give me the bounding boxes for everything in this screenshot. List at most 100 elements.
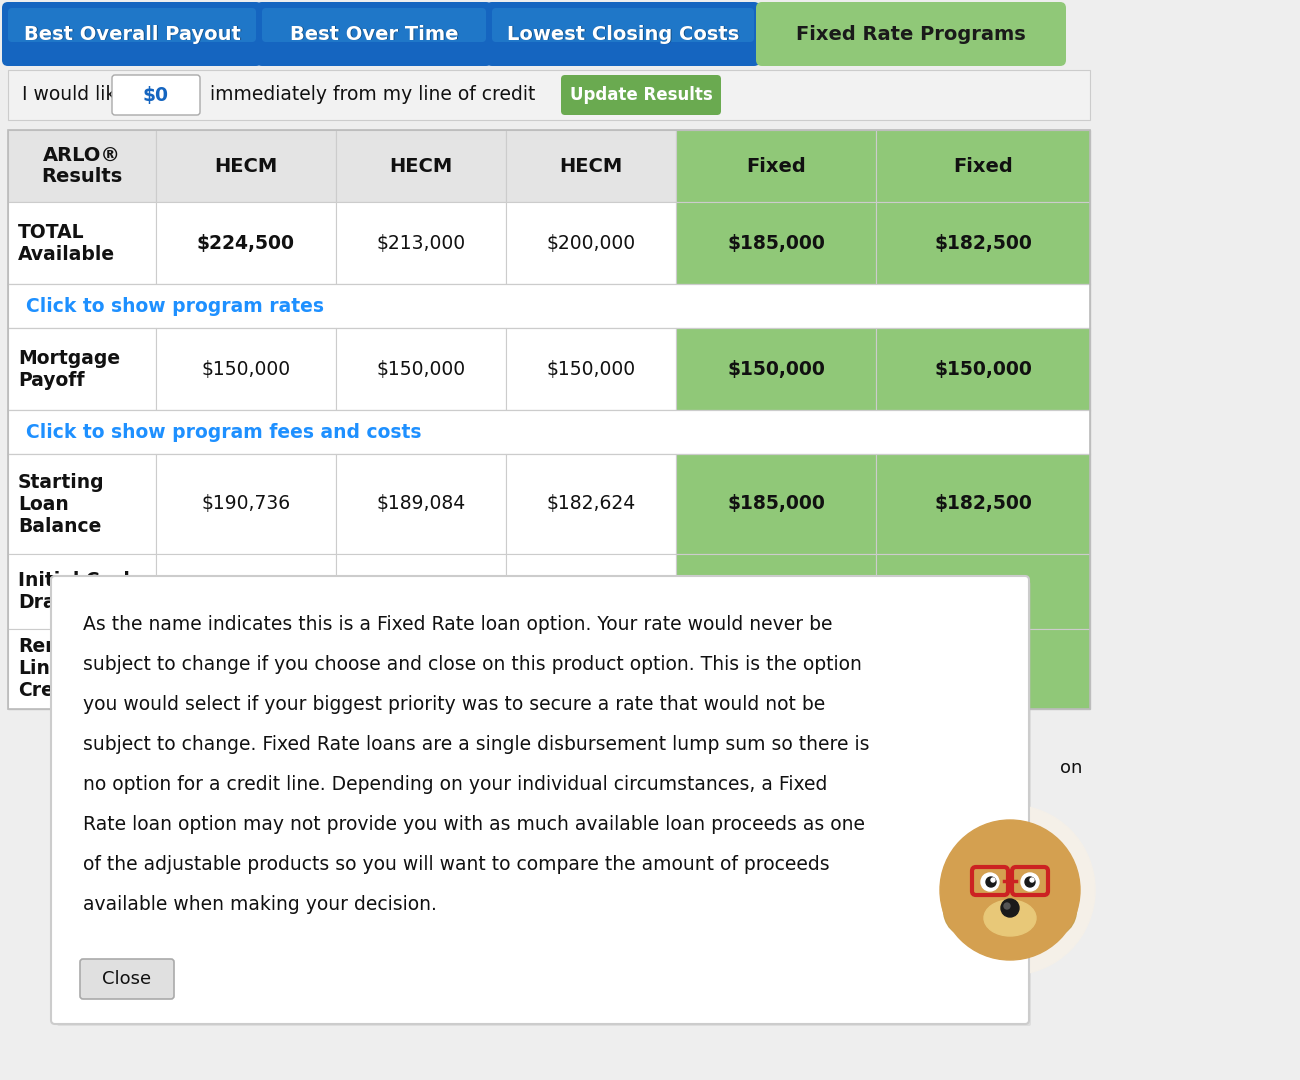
Text: Update Results: Update Results xyxy=(569,86,712,104)
Bar xyxy=(506,328,676,410)
Text: Rem
Line
Cre: Rem Line Cre xyxy=(18,637,65,701)
Text: available when making your decision.: available when making your decision. xyxy=(83,895,437,914)
Text: Fixed: Fixed xyxy=(746,157,806,175)
Bar xyxy=(8,629,156,708)
Text: Fixed Rate Programs: Fixed Rate Programs xyxy=(796,25,1026,43)
Text: HECM: HECM xyxy=(214,157,278,175)
Bar xyxy=(8,410,1089,454)
Bar xyxy=(8,284,1089,328)
Circle shape xyxy=(991,878,994,882)
FancyBboxPatch shape xyxy=(3,2,263,66)
Circle shape xyxy=(1001,899,1019,917)
Bar xyxy=(676,202,876,284)
Bar xyxy=(876,202,1089,284)
Bar xyxy=(335,202,506,284)
Bar xyxy=(156,130,335,202)
FancyBboxPatch shape xyxy=(57,582,1031,1026)
Bar xyxy=(506,130,676,202)
Text: Best Over Time: Best Over Time xyxy=(291,26,459,44)
FancyBboxPatch shape xyxy=(263,8,486,42)
Text: on: on xyxy=(1060,759,1083,777)
Text: $15,227: $15,227 xyxy=(941,582,1026,600)
Bar xyxy=(506,202,676,284)
Text: Mortgage
Payoff: Mortgage Payoff xyxy=(18,349,120,390)
Bar xyxy=(335,554,506,629)
Bar xyxy=(156,554,335,629)
Bar xyxy=(8,554,156,629)
Ellipse shape xyxy=(984,900,1036,936)
Text: $189,084: $189,084 xyxy=(377,495,465,513)
Bar xyxy=(335,130,506,202)
Bar xyxy=(156,202,335,284)
Text: Starting
Loan
Balance: Starting Loan Balance xyxy=(18,473,104,536)
Text: you would select if your biggest priority was to secure a rate that would not be: you would select if your biggest priorit… xyxy=(83,696,826,714)
Bar xyxy=(156,629,335,708)
Bar xyxy=(335,328,506,410)
Text: $17,055: $17,055 xyxy=(733,582,819,600)
Circle shape xyxy=(1004,903,1010,909)
Text: $224,500: $224,500 xyxy=(198,233,295,253)
Circle shape xyxy=(926,805,1095,975)
Text: TOTAL
Available: TOTAL Available xyxy=(18,222,116,264)
Circle shape xyxy=(1030,878,1034,882)
Bar xyxy=(506,629,676,708)
Bar xyxy=(676,554,876,629)
Text: subject to change. Fixed Rate loans are a single disbursement lump sum so there : subject to change. Fixed Rate loans are … xyxy=(83,735,870,754)
FancyBboxPatch shape xyxy=(256,2,491,66)
Text: Rate loan option may not provide you with as much available loan proceeds as one: Rate loan option may not provide you wit… xyxy=(83,815,864,834)
FancyBboxPatch shape xyxy=(51,576,1030,1024)
Text: $190,736: $190,736 xyxy=(202,495,291,513)
Text: Close: Close xyxy=(103,970,152,988)
Bar xyxy=(876,328,1089,410)
FancyBboxPatch shape xyxy=(562,75,722,114)
Text: Click to show program fees and costs: Click to show program fees and costs xyxy=(26,422,421,442)
Ellipse shape xyxy=(1027,866,1076,934)
Text: HECM: HECM xyxy=(559,157,623,175)
Bar xyxy=(676,328,876,410)
Circle shape xyxy=(940,820,1080,960)
Text: $150,000: $150,000 xyxy=(546,360,636,378)
Bar xyxy=(876,629,1089,708)
Bar xyxy=(156,328,335,410)
Text: $182,500: $182,500 xyxy=(935,495,1032,513)
Text: $20,000: $20,000 xyxy=(552,582,629,600)
Text: $150,000: $150,000 xyxy=(727,360,826,378)
Bar xyxy=(8,70,1089,120)
Text: $185,000: $185,000 xyxy=(727,233,826,253)
Text: of the adjustable products so you will want to compare the amount of proceeds: of the adjustable products so you will w… xyxy=(83,855,829,874)
Text: $21,000: $21,000 xyxy=(382,582,460,600)
Text: $150,000: $150,000 xyxy=(935,360,1032,378)
Bar xyxy=(8,328,156,410)
Ellipse shape xyxy=(942,866,993,934)
FancyBboxPatch shape xyxy=(8,8,256,42)
Text: Click to show program rates: Click to show program rates xyxy=(26,297,324,315)
Text: $200,000: $200,000 xyxy=(546,233,636,253)
Bar xyxy=(676,130,876,202)
Bar xyxy=(506,454,676,554)
Text: Lowest Closing Costs: Lowest Closing Costs xyxy=(507,25,740,43)
Text: I would like: I would like xyxy=(22,85,127,105)
Bar xyxy=(8,130,1089,708)
Text: $182,500: $182,500 xyxy=(935,233,1032,253)
FancyBboxPatch shape xyxy=(112,75,200,114)
Bar xyxy=(8,130,156,202)
Circle shape xyxy=(985,877,996,887)
FancyBboxPatch shape xyxy=(757,2,1066,66)
Text: Initial Cash
Dra: Initial Cash Dra xyxy=(18,571,136,612)
Text: Lowest Closing Costs: Lowest Closing Costs xyxy=(508,26,740,44)
Bar xyxy=(8,130,1089,708)
Bar xyxy=(876,454,1089,554)
Bar xyxy=(8,454,156,554)
Text: HECM: HECM xyxy=(390,157,452,175)
Circle shape xyxy=(982,873,998,891)
FancyBboxPatch shape xyxy=(491,8,754,42)
Bar xyxy=(156,454,335,554)
Circle shape xyxy=(1020,873,1039,891)
Bar xyxy=(876,130,1089,202)
FancyBboxPatch shape xyxy=(81,959,174,999)
Bar xyxy=(676,629,876,708)
Text: Best Overall Payout: Best Overall Payout xyxy=(25,26,242,44)
Text: As the name indicates this is a Fixed Rate loan option. Your rate would never be: As the name indicates this is a Fixed Ra… xyxy=(83,615,832,634)
Text: $213,000: $213,000 xyxy=(377,233,465,253)
Bar xyxy=(676,454,876,554)
